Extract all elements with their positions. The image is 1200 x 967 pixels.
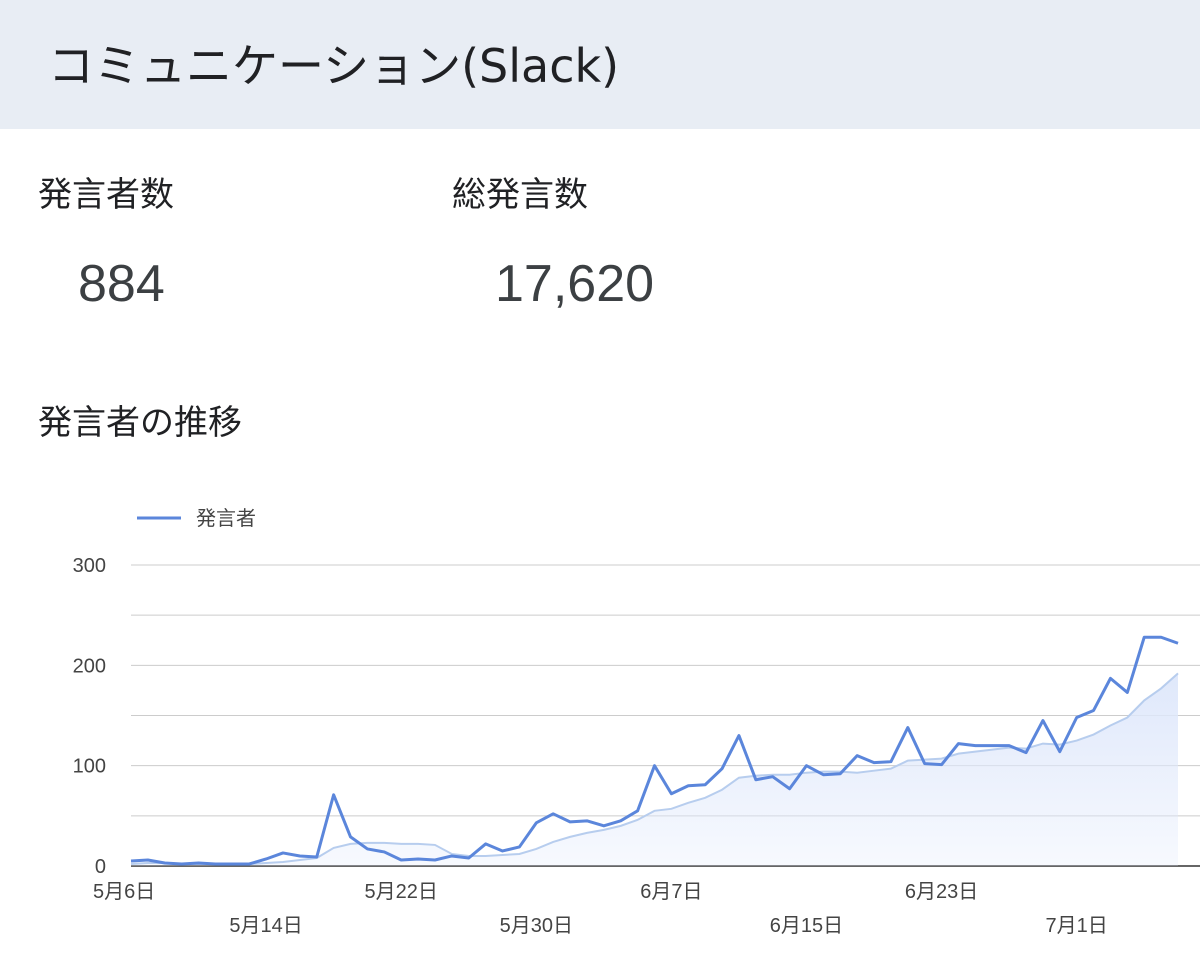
data-point	[450, 854, 453, 857]
x-tick-label: 5月30日	[500, 915, 573, 937]
x-tick-label: 7月1日	[1046, 915, 1108, 937]
data-point	[704, 783, 707, 786]
data-point	[991, 744, 994, 747]
data-point	[856, 754, 859, 757]
data-point	[383, 850, 386, 853]
data-point	[721, 767, 724, 770]
data-point	[737, 734, 740, 737]
data-point	[788, 787, 791, 790]
data-point	[653, 764, 656, 767]
data-point	[366, 847, 369, 850]
data-point	[636, 809, 639, 812]
data-point	[501, 849, 504, 852]
data-point	[298, 854, 301, 857]
page-title: コミュニケーション(Slack)	[48, 39, 620, 93]
x-tick-label: 6月15日	[770, 915, 843, 937]
data-point	[197, 861, 200, 864]
data-point	[1041, 719, 1044, 722]
data-point	[146, 858, 149, 861]
data-point	[1008, 744, 1011, 747]
data-point	[754, 778, 757, 781]
data-point	[552, 812, 555, 815]
chart-section-title: 発言者の推移	[38, 403, 242, 443]
data-point	[231, 862, 234, 865]
trend-area	[131, 673, 1178, 866]
speaker-trend-chart: 0 100 200 300 5月6日 5月14日 5月22日 5月30日 6月7日 6月15日 6月…	[73, 506, 1200, 937]
x-tick-label: 5月14日	[229, 915, 302, 937]
data-point	[163, 861, 166, 864]
data-point	[1126, 691, 1129, 694]
data-point	[214, 862, 217, 865]
data-point	[535, 821, 538, 824]
header-bar: コミュニケーション(Slack)	[0, 0, 1200, 129]
data-point	[1075, 716, 1078, 719]
total-messages-value: 17,620	[495, 255, 655, 313]
data-point	[957, 742, 960, 745]
data-point	[974, 744, 977, 747]
data-point	[1092, 709, 1095, 712]
data-point	[822, 773, 825, 776]
data-point	[602, 824, 605, 827]
data-point	[265, 857, 268, 860]
y-tick-label: 100	[73, 756, 106, 778]
y-tick-label: 300	[73, 555, 106, 577]
series-line-speakers	[130, 635, 1179, 866]
data-point	[180, 862, 183, 865]
trend-line	[130, 672, 1179, 865]
data-point	[569, 820, 572, 823]
data-point	[248, 862, 251, 865]
data-point	[923, 762, 926, 765]
data-point	[771, 775, 774, 778]
data-point	[889, 760, 892, 763]
data-point	[315, 855, 318, 858]
data-point	[839, 772, 842, 775]
y-tick-label: 0	[95, 856, 106, 878]
data-point	[332, 793, 335, 796]
data-point	[1025, 751, 1028, 754]
data-point	[585, 819, 588, 822]
data-point	[349, 835, 352, 838]
x-tick-label: 6月7日	[640, 881, 702, 903]
legend-label: 発言者	[196, 506, 256, 530]
data-point	[130, 859, 133, 862]
x-tick-label: 6月23日	[905, 881, 978, 903]
data-point	[670, 792, 673, 795]
data-point	[1160, 636, 1163, 639]
data-point	[433, 858, 436, 861]
data-point	[1109, 677, 1112, 680]
data-point	[906, 726, 909, 729]
x-tick-label: 5月6日	[93, 881, 155, 903]
data-point	[484, 842, 487, 845]
data-point	[687, 784, 690, 787]
data-point	[1058, 750, 1061, 753]
x-tick-label: 5月22日	[365, 881, 438, 903]
data-point	[1177, 642, 1180, 645]
data-point	[417, 857, 420, 860]
data-point	[619, 819, 622, 822]
speaker-count-value: 884	[78, 255, 165, 313]
data-point	[281, 851, 284, 854]
y-tick-label: 200	[73, 655, 106, 677]
data-point	[518, 845, 521, 848]
data-point	[805, 764, 808, 767]
speaker-count-label: 発言者数	[38, 175, 174, 215]
data-point	[940, 763, 943, 766]
data-point	[467, 856, 470, 859]
total-messages-label: 総発言数	[452, 175, 588, 215]
data-point	[873, 761, 876, 764]
data-point	[1143, 636, 1146, 639]
data-point	[400, 858, 403, 861]
